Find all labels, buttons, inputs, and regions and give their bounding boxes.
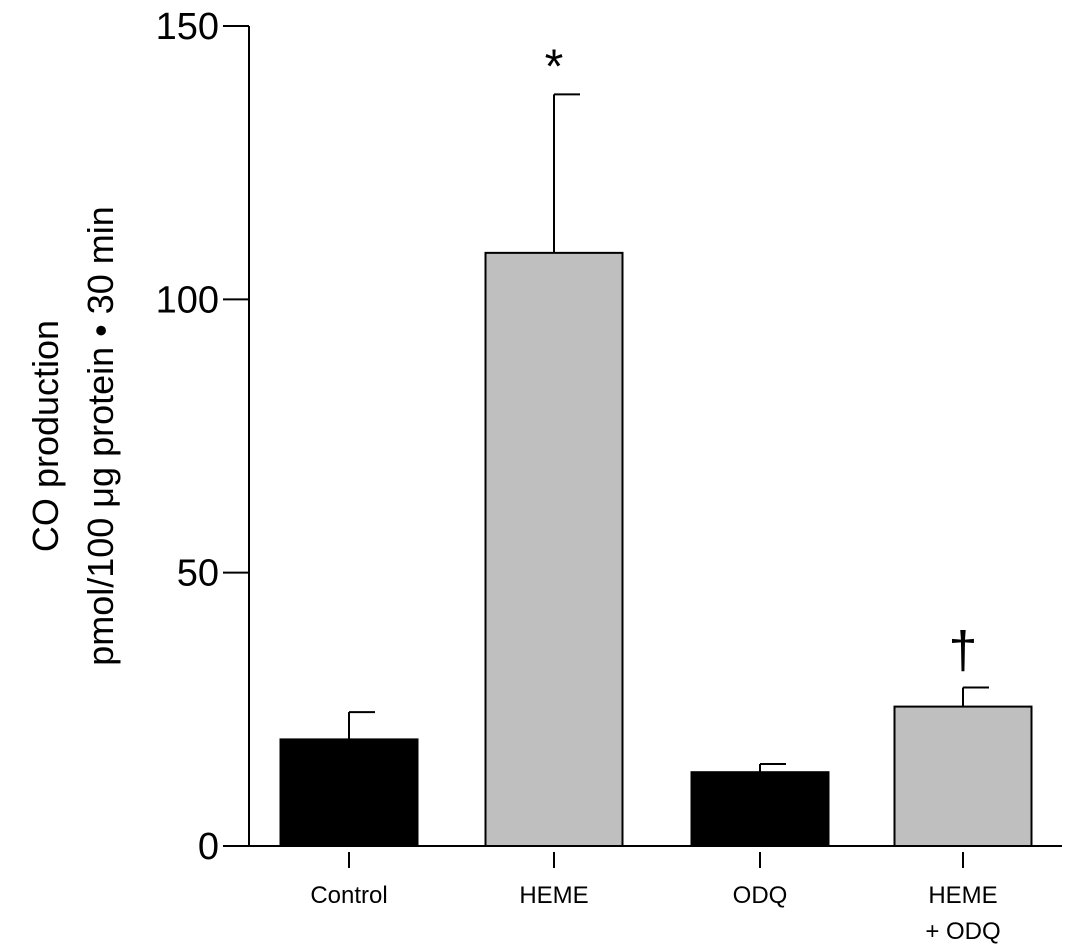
x-tick-label: Control	[310, 882, 387, 909]
y-axis-label-line: pmol/100 μg protein • 30 min	[80, 206, 121, 666]
bar	[893, 705, 1033, 847]
x-axis: Control HEME ODQ HEME + ODQ	[249, 845, 1062, 945]
x-tick-label: HEME	[519, 882, 588, 909]
y-tick-label: 100	[156, 279, 219, 321]
annotations: *†	[545, 40, 978, 679]
y-axis-label: CO production pmol/100 μg protein • 30 mi…	[25, 206, 121, 666]
significance-marker: †	[949, 621, 978, 679]
x-tick-label: ODQ	[733, 882, 788, 909]
significance-marker: *	[545, 40, 564, 93]
bar	[484, 251, 624, 848]
bars	[279, 93, 1033, 848]
y-axis: 0 50 100 150	[156, 6, 250, 868]
y-tick-label: 150	[156, 6, 219, 48]
y-tick-label: 50	[177, 553, 219, 595]
bar	[279, 738, 419, 848]
bar	[690, 771, 830, 848]
y-tick-label: 0	[198, 826, 219, 868]
y-axis-label-line: CO production	[25, 320, 66, 552]
x-tick-label: + ODQ	[925, 918, 1000, 945]
x-tick-label: HEME	[928, 882, 997, 909]
